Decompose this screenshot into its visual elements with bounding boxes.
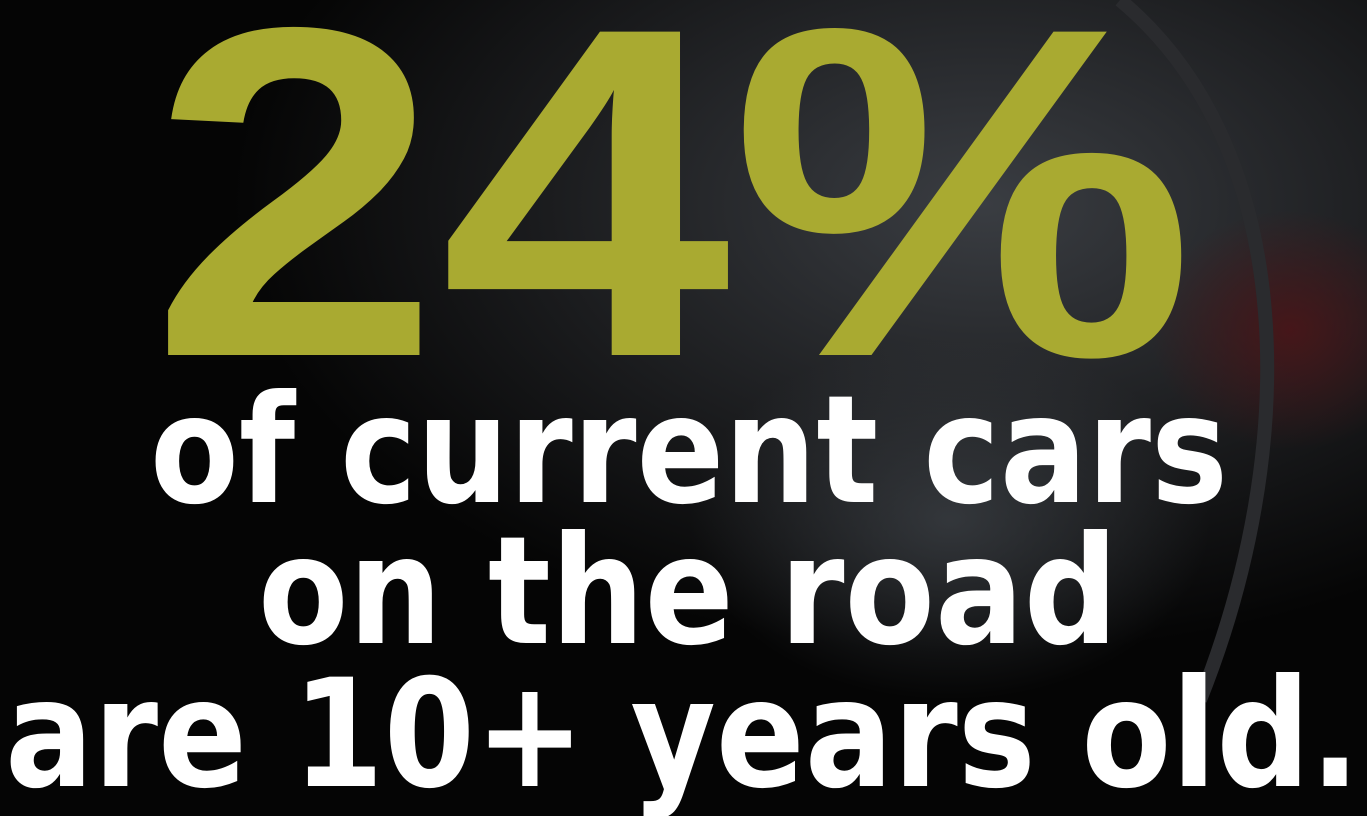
poster: 24% of current cars on the road are 10+ … (0, 0, 1367, 816)
caption-line: are 10+ years old. (5, 648, 1360, 816)
